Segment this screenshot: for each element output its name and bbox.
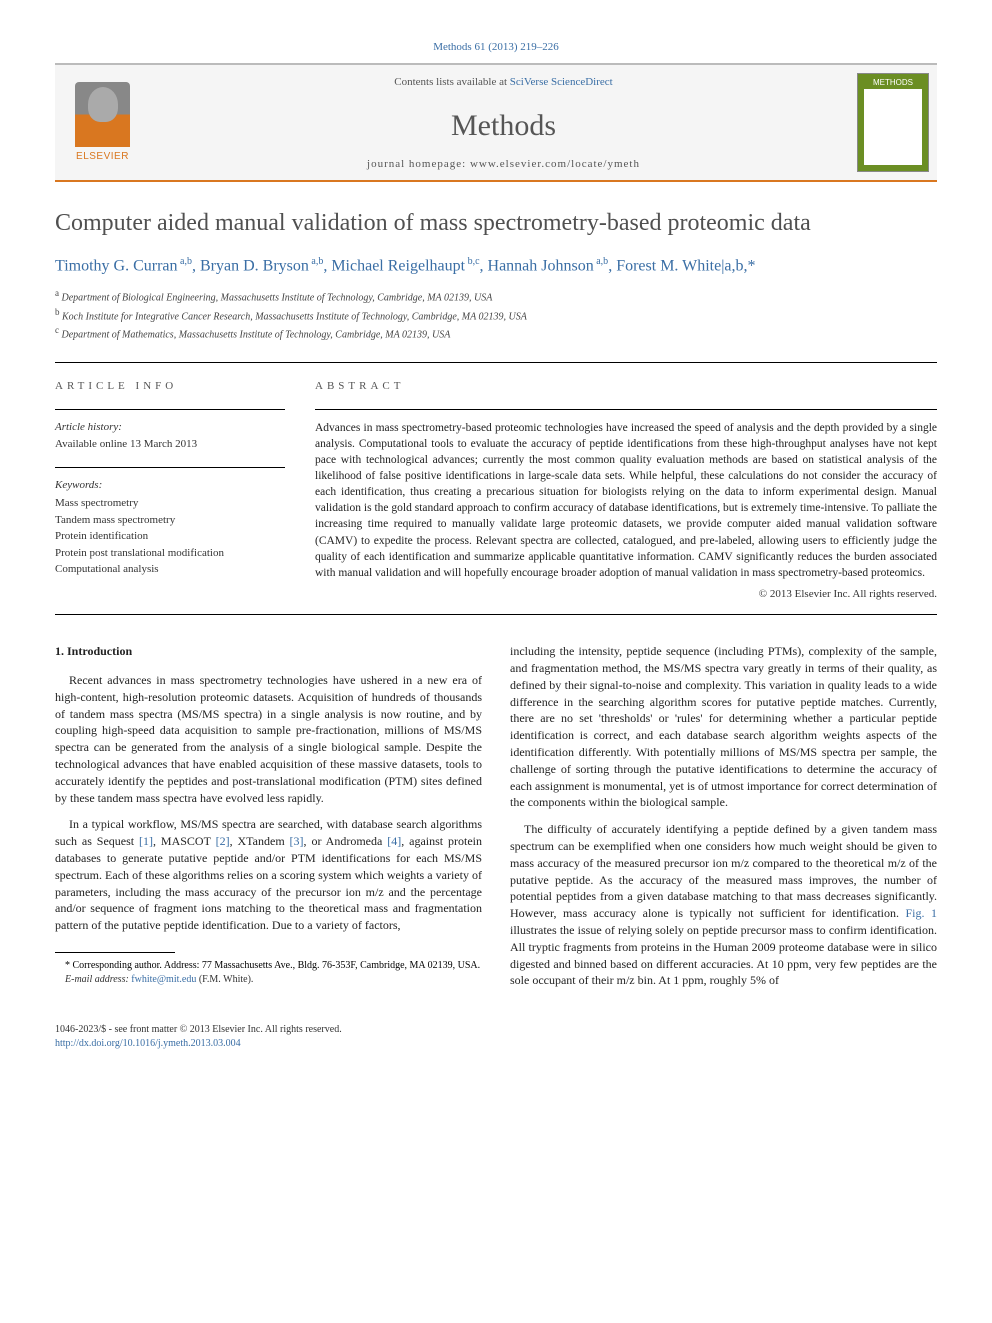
email-label: E-mail address:	[65, 974, 129, 985]
bottom-meta: 1046-2023/$ - see front matter © 2013 El…	[55, 1023, 937, 1051]
author-name: Bryan D. Bryson	[200, 257, 309, 274]
p4a: The difficulty of accurately identifying…	[510, 822, 937, 920]
sciencedirect-link[interactable]: SciVerse ScienceDirect	[510, 76, 613, 88]
contents-line: Contents lists available at SciVerse Sci…	[150, 75, 857, 90]
abstract-copyright: © 2013 Elsevier Inc. All rights reserved…	[315, 587, 937, 602]
body-col-left: 1. Introduction Recent advances in mass …	[55, 643, 482, 999]
ref-2[interactable]: [2]	[216, 834, 230, 848]
body-col-right: including the intensity, peptide sequenc…	[510, 643, 937, 999]
homepage-prefix: journal homepage:	[367, 158, 470, 170]
info-abstract-row: ARTICLE INFO Article history: Available …	[55, 363, 937, 615]
corresp-email-link[interactable]: fwhite@mit.edu	[131, 974, 196, 985]
issn-line: 1046-2023/$ - see front matter © 2013 El…	[55, 1023, 937, 1037]
author-affil-sup: b,c	[465, 256, 479, 267]
keyword-item: Computational analysis	[55, 561, 285, 578]
affiliation-line: a Department of Biological Engineering, …	[55, 287, 937, 305]
footnote-divider	[55, 952, 175, 953]
fig-1-ref[interactable]: Fig. 1	[905, 906, 937, 920]
p2e: , against protein databases to generate …	[55, 834, 482, 932]
keywords-list: Mass spectrometryTandem mass spectrometr…	[55, 495, 285, 578]
author-affil-sup: a,b	[309, 256, 323, 267]
abstract-column: ABSTRACT Advances in mass spectrometry-b…	[315, 379, 937, 602]
email-footnote: E-mail address: fwhite@mit.edu (F.M. Whi…	[55, 973, 482, 987]
info-divider-2	[55, 467, 285, 468]
affil-sup: b	[55, 307, 60, 317]
affil-sup: c	[55, 325, 59, 335]
affiliations: a Department of Biological Engineering, …	[55, 287, 937, 342]
journal-cover-thumb	[857, 73, 929, 172]
journal-name: Methods	[150, 105, 857, 147]
keyword-item: Protein post translational modification	[55, 545, 285, 562]
intro-para-4: The difficulty of accurately identifying…	[510, 821, 937, 989]
citation-header: Methods 61 (2013) 219–226	[55, 40, 937, 55]
author-name: Timothy G. Curran	[55, 257, 178, 274]
p2c: , XTandem	[230, 834, 290, 848]
author-name: Hannah Johnson	[488, 257, 594, 274]
affil-sup: a	[55, 288, 59, 298]
contents-prefix: Contents lists available at	[394, 76, 509, 88]
homepage-line: journal homepage: www.elsevier.com/locat…	[150, 157, 857, 172]
author-name: Michael Reigelhaupt	[331, 257, 465, 274]
author-affil-sup: a,b	[594, 256, 608, 267]
email-name: (F.M. White).	[199, 974, 254, 985]
abstract-text: Advances in mass spectrometry-based prot…	[315, 420, 937, 581]
affiliation-line: c Department of Mathematics, Massachuset…	[55, 324, 937, 342]
corresp-text: * Corresponding author. Address: 77 Mass…	[65, 960, 480, 971]
article-title: Computer aided manual validation of mass…	[55, 207, 937, 241]
p4b: illustrates the issue of relying solely …	[510, 923, 937, 987]
abstract-label: ABSTRACT	[315, 379, 937, 394]
homepage-url[interactable]: www.elsevier.com/locate/ymeth	[470, 158, 640, 170]
journal-banner: ELSEVIER Contents lists available at Sci…	[55, 63, 937, 182]
abstract-divider	[315, 409, 937, 410]
intro-para-3: including the intensity, peptide sequenc…	[510, 643, 937, 811]
citation-link[interactable]: Methods 61 (2013) 219–226	[433, 41, 559, 53]
ref-1[interactable]: [1]	[139, 834, 153, 848]
ref-4[interactable]: [4]	[387, 834, 401, 848]
affiliation-line: b Koch Institute for Integrative Cancer …	[55, 306, 937, 324]
info-label: ARTICLE INFO	[55, 379, 285, 394]
publisher-label: ELSEVIER	[76, 150, 129, 164]
ref-3[interactable]: [3]	[290, 834, 304, 848]
authors-list: Timothy G. Curran a,b, Bryan D. Bryson a…	[55, 255, 937, 278]
doi-link[interactable]: http://dx.doi.org/10.1016/j.ymeth.2013.0…	[55, 1038, 241, 1049]
author-affil-sup: a,b	[178, 256, 192, 267]
author-name: Forest M. White|a,b,*	[616, 257, 755, 274]
publisher-logo-block: ELSEVIER	[55, 65, 150, 180]
info-divider	[55, 409, 285, 410]
keyword-item: Protein identification	[55, 528, 285, 545]
history-text: Available online 13 March 2013	[55, 437, 285, 452]
elsevier-tree-icon	[75, 82, 130, 147]
article-info-column: ARTICLE INFO Article history: Available …	[55, 379, 285, 602]
intro-para-2: In a typical workflow, MS/MS spectra are…	[55, 816, 482, 934]
body-columns: 1. Introduction Recent advances in mass …	[55, 643, 937, 999]
keyword-item: Mass spectrometry	[55, 495, 285, 512]
p2d: , or Andromeda	[304, 834, 388, 848]
history-label: Article history:	[55, 420, 285, 435]
section-1-heading: 1. Introduction	[55, 643, 482, 660]
p2b: , MASCOT	[153, 834, 216, 848]
banner-center: Contents lists available at SciVerse Sci…	[150, 65, 857, 180]
keyword-item: Tandem mass spectrometry	[55, 512, 285, 529]
keywords-label: Keywords:	[55, 478, 285, 493]
corresponding-footnote: * Corresponding author. Address: 77 Mass…	[55, 959, 482, 973]
intro-para-1: Recent advances in mass spectrometry tec…	[55, 672, 482, 806]
